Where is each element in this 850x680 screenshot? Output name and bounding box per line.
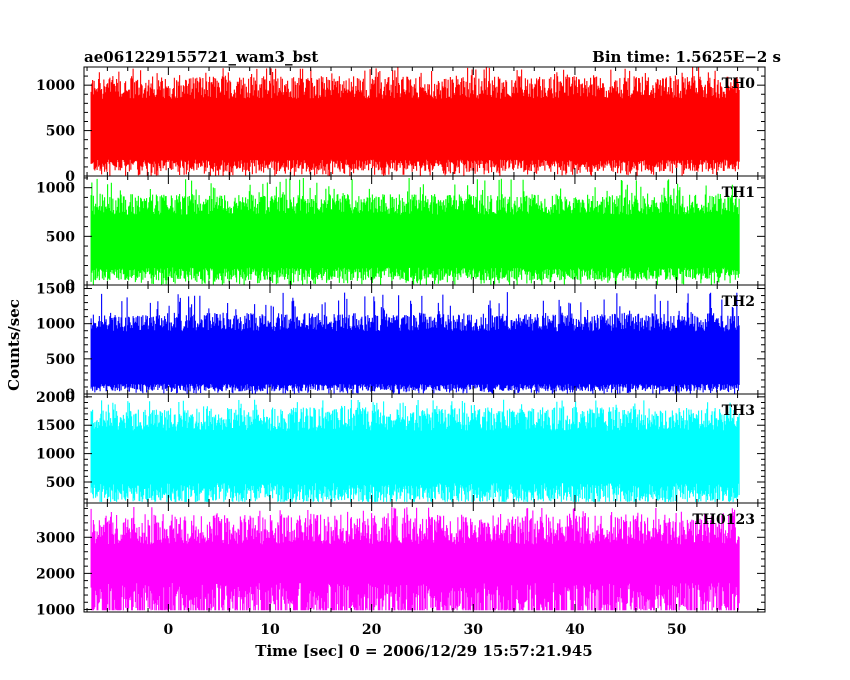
x-axis-label: Time [sec] 0 = 2006/12/29 15:57:21.945 (255, 642, 592, 660)
panel-th3: 500 1000 1500 2000 TH3 (36, 390, 766, 504)
chart-title: ae061229155721_wam3_bst (84, 48, 318, 66)
y-tick-label: 500 (46, 352, 75, 368)
x-tick-labels: 0 10 20 30 40 50 (163, 622, 686, 638)
y-axis-label: Counts/sec (5, 299, 23, 391)
series-trace-th1 (90, 178, 740, 285)
y-tick-label: 0 (65, 169, 75, 185)
y-tick-label: 500 (46, 124, 75, 140)
legend-label-th0123: TH0123 (692, 512, 755, 528)
panel-th0123: 1000 2000 3000 TH0123 (36, 502, 766, 618)
panels: 0 500 1000 TH0 0 500 1000 TH1 0 500 1000 1500 TH2 500… (36, 66, 766, 618)
y-tick-label: 2000 (36, 566, 75, 582)
panel-th0: 0 500 1000 TH0 (36, 66, 766, 185)
y-tick-label: 1000 (36, 181, 75, 197)
y-tick-label: 1500 (36, 418, 75, 434)
series-trace-th2 (90, 292, 740, 394)
series-trace-th3 (90, 399, 740, 502)
y-tick-label: 1000 (36, 317, 75, 333)
panel-th2: 0 500 1000 1500 TH2 (36, 282, 766, 403)
panel-th1: 0 500 1000 TH1 (36, 175, 766, 294)
y-tick-label: 0 (65, 387, 75, 403)
y-tick-label: 1000 (36, 602, 75, 618)
y-tick-label: 500 (46, 475, 75, 491)
y-tick-label: 1500 (36, 282, 75, 298)
series-trace-th0123 (90, 507, 740, 611)
legend-label-th2: TH2 (722, 294, 755, 310)
x-tick-label: 40 (565, 622, 585, 638)
y-tick-label: 500 (46, 229, 75, 245)
legend-label-th0: TH0 (722, 76, 756, 92)
x-tick-label: 30 (464, 622, 484, 638)
y-tick-label: 1000 (36, 78, 75, 94)
legend-label-th1: TH1 (722, 185, 755, 201)
x-tick-label: 10 (260, 622, 280, 638)
x-tick-label: 20 (362, 622, 382, 638)
y-tick-label: 1000 (36, 447, 75, 463)
series-trace-th0 (90, 67, 740, 176)
panel-frame (83, 502, 766, 613)
x-tick-label: 50 (667, 622, 687, 638)
y-tick-label: 3000 (36, 530, 75, 546)
legend-label-th3: TH3 (722, 403, 755, 419)
y-tick-label: 2000 (36, 390, 75, 406)
bin-time-label: Bin time: 1.5625E−2 s (592, 48, 781, 66)
y-tick-label: 0 (65, 278, 75, 294)
x-tick-label: 0 (163, 622, 173, 638)
